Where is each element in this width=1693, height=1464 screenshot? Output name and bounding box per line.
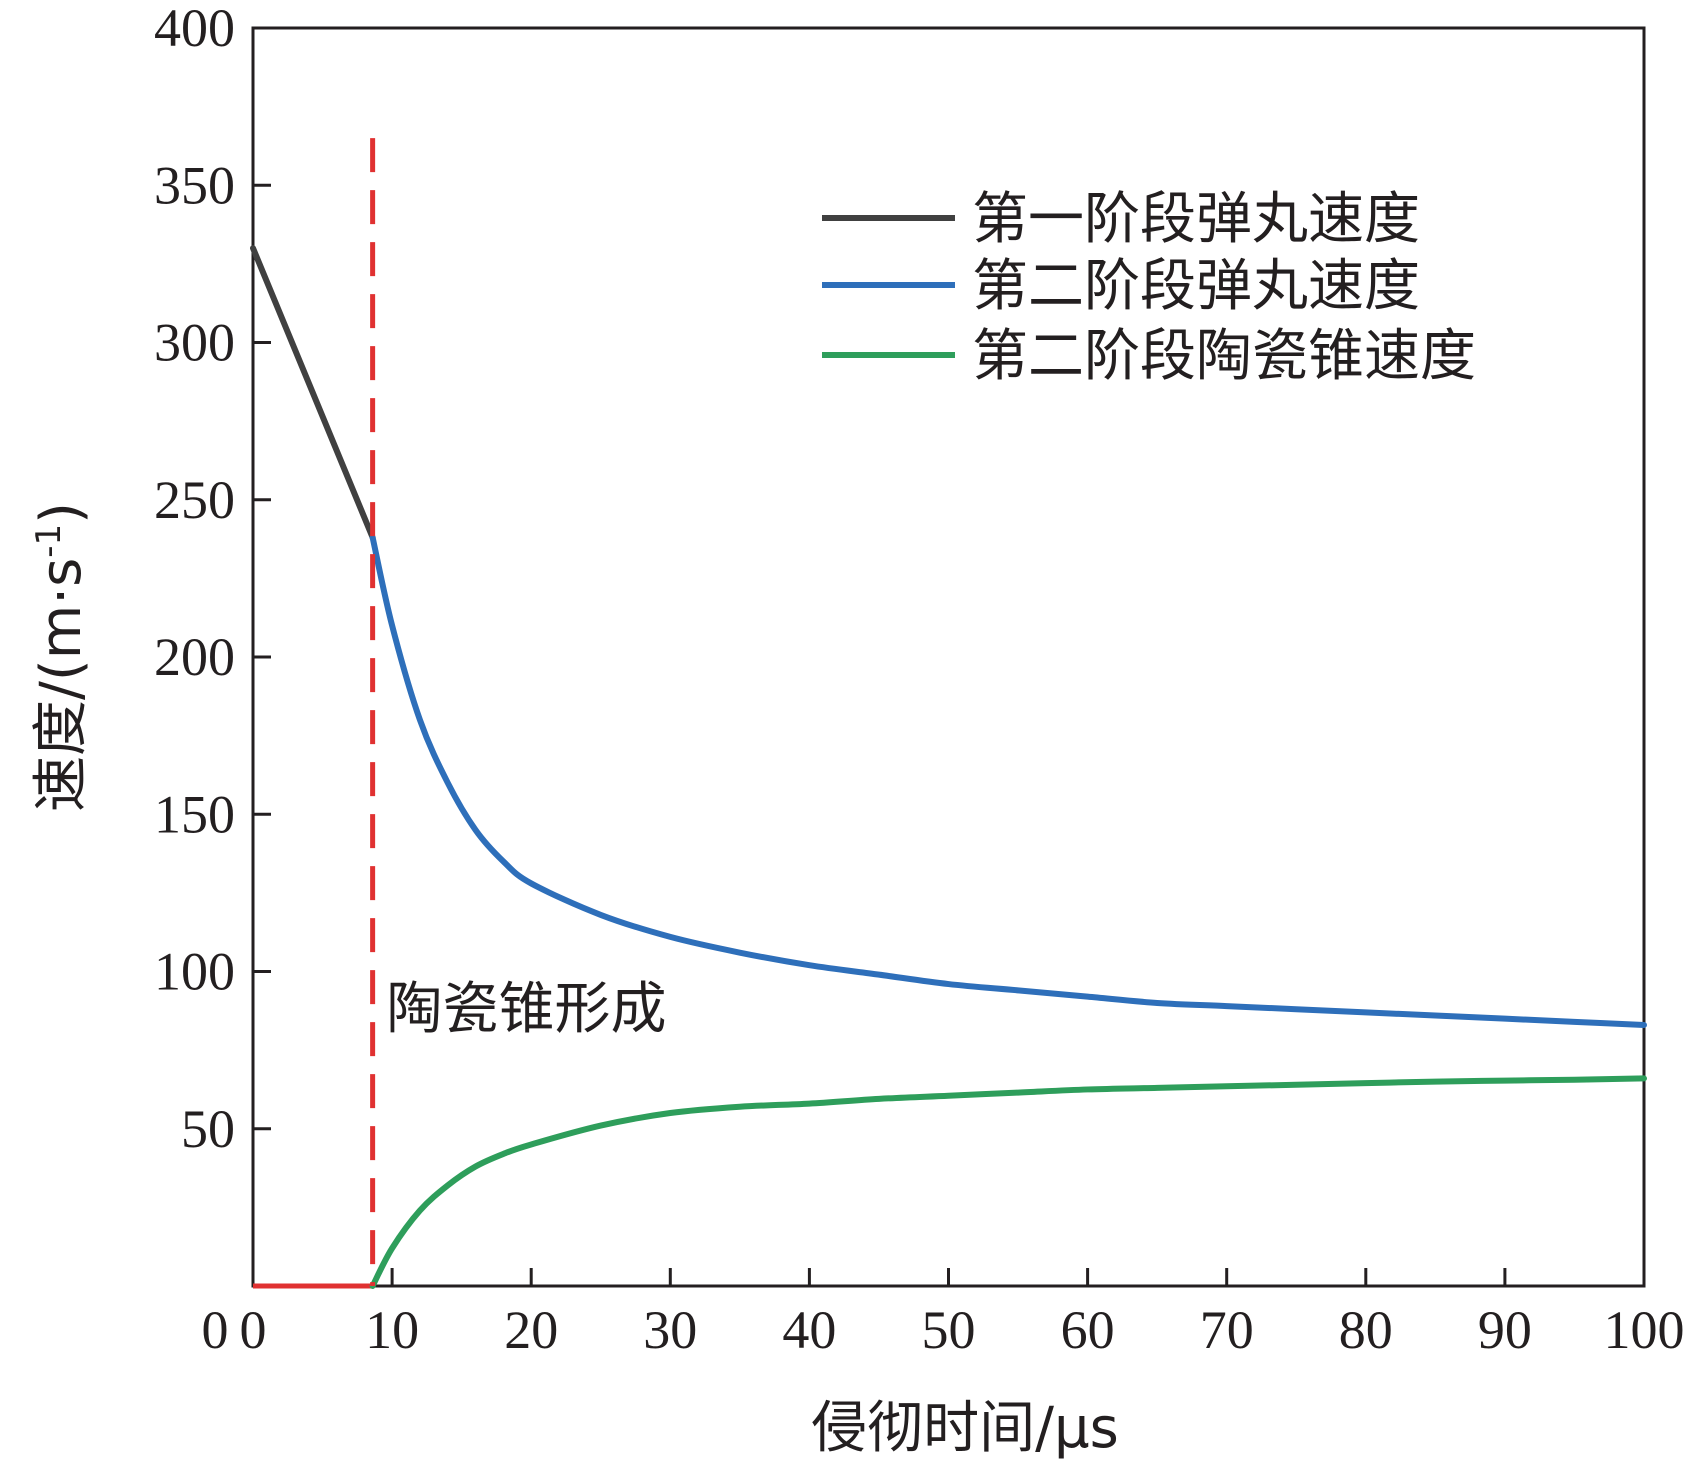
y-tick-label: 100 — [154, 942, 235, 1002]
x-tick-label: 70 — [1200, 1300, 1254, 1360]
ticks — [253, 183, 1507, 1286]
origin-tick-label: 0 — [202, 1300, 229, 1360]
x-tick-label: 30 — [643, 1300, 697, 1360]
x-tick-label: 90 — [1478, 1300, 1532, 1360]
y-tick-label: 250 — [154, 470, 235, 530]
y-tick-label: 50 — [181, 1099, 235, 1159]
y-tick-label: 350 — [154, 155, 235, 215]
legend-label-3: 第二阶段陶瓷锥速度 — [972, 324, 1476, 389]
x-tick-label: 80 — [1339, 1300, 1393, 1360]
x-tick-label: 50 — [922, 1300, 976, 1360]
legend-label-1: 第一阶段弹丸速度 — [972, 187, 1420, 252]
y-tick-label: 300 — [154, 313, 235, 373]
y-tick-label: 200 — [154, 627, 235, 687]
x-tick-label: 0 — [240, 1300, 267, 1360]
x-tick-label: 40 — [782, 1300, 836, 1360]
tick-labels: 0 10 20 30 40 50 60 70 80 90 100 50 100 150 200 250 300 3… — [154, 0, 1685, 1360]
y-tick-label: 400 — [154, 0, 235, 58]
x-tick-label: 10 — [365, 1300, 419, 1360]
series-line-3 — [369, 1075, 1647, 1289]
y-axis-title-main: 速度/(m·s — [29, 558, 94, 812]
x-tick-label: 100 — [1604, 1300, 1685, 1360]
annotation-label: 陶瓷锥形成 — [387, 977, 667, 1042]
x-axis-title: 侵彻时间/μs — [811, 1396, 1119, 1461]
x-tick-label: 60 — [1061, 1300, 1115, 1360]
legend-label-2: 第二阶段弹丸速度 — [972, 254, 1420, 319]
y-axis-title: 速度/(m·s-1) — [29, 502, 94, 812]
series-line-1 — [250, 245, 376, 541]
y-axis-title-close: ) — [29, 502, 94, 524]
y-axis-title-superscript: -1 — [29, 524, 69, 558]
y-tick-label: 150 — [154, 784, 235, 844]
chart-marks — [250, 138, 1647, 1289]
series-line-2 — [369, 534, 1647, 1028]
x-tick-label: 20 — [504, 1300, 558, 1360]
